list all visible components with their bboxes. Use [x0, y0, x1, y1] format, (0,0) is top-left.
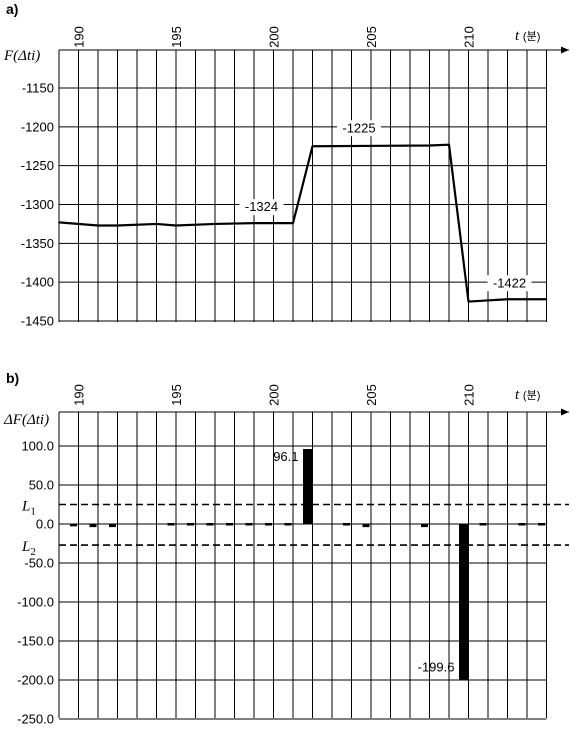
bar	[187, 523, 194, 526]
x-tick-label: 205	[364, 384, 379, 406]
y-tick-label: 0.0	[36, 517, 54, 532]
x-axis-arrowhead	[561, 47, 569, 54]
y-tick-label: -250.0	[17, 712, 54, 727]
data-point	[507, 298, 509, 300]
series-line	[59, 145, 547, 302]
y-tick-label: -1350	[21, 236, 54, 251]
data-point	[117, 225, 119, 227]
data-point	[292, 222, 294, 224]
x-tick-label: 210	[462, 384, 477, 406]
data-label: 96.1	[273, 449, 298, 464]
y-tick-label: -1400	[21, 275, 54, 290]
y-axis-label: F(Δti)	[3, 48, 40, 64]
x-tick-label: 200	[267, 26, 282, 48]
y-tick-label: -50.0	[24, 556, 54, 571]
x-tick-label: 190	[72, 384, 87, 406]
bar	[363, 524, 370, 527]
bar	[226, 523, 233, 526]
bar	[168, 523, 175, 526]
bar	[421, 524, 428, 527]
y-tick-label: -1450	[21, 314, 54, 329]
x-axis-label: t (분)	[515, 387, 540, 403]
bar	[265, 523, 272, 526]
data-point	[448, 144, 450, 146]
bar	[109, 524, 116, 527]
data-label: -1324	[245, 199, 278, 214]
y-tick-label: 100.0	[21, 439, 54, 454]
data-point	[97, 225, 99, 227]
panel-label: b)	[6, 370, 19, 386]
data-point	[175, 225, 177, 227]
bar	[538, 523, 545, 526]
bar	[480, 523, 487, 526]
y-tick-label: -1300	[21, 197, 54, 212]
bar	[459, 524, 468, 680]
x-tick-label: 200	[267, 384, 282, 406]
y-tick-label: -150.0	[17, 634, 54, 649]
panel-label: a)	[6, 1, 18, 17]
x-tick-label: 195	[169, 26, 184, 48]
bar	[343, 523, 350, 526]
y-tick-label: -1250	[21, 158, 54, 173]
x-axis-arrowhead	[561, 409, 569, 416]
y-tick-label: -1150	[22, 81, 54, 96]
y-tick-label: -200.0	[17, 673, 54, 688]
data-point	[429, 145, 431, 147]
x-axis-label: t (분)	[515, 28, 540, 44]
bar	[207, 523, 214, 526]
x-tick-label: 205	[364, 26, 379, 48]
x-tick-label: 190	[72, 26, 87, 48]
data-point	[468, 301, 470, 303]
bar	[519, 523, 526, 526]
x-tick-label: 195	[169, 384, 184, 406]
data-point	[253, 222, 255, 224]
bar	[246, 523, 253, 526]
y-tick-label: -100.0	[17, 595, 54, 610]
bar	[70, 524, 77, 526]
data-point	[312, 145, 314, 147]
x-tick-label: 210	[462, 26, 477, 48]
data-label: -1422	[493, 275, 526, 290]
data-point	[546, 298, 548, 300]
bar	[90, 524, 97, 527]
data-label: -199.6	[418, 660, 455, 675]
data-label: -1225	[342, 120, 375, 135]
data-point	[58, 222, 60, 224]
panel-a: a) -1150 -1200 -1250 -1300 -1350 -1400 -1450 190…	[3, 1, 569, 329]
threshold-label: L1	[21, 499, 36, 518]
y-tick-label: -1200	[21, 119, 54, 134]
data-point	[156, 223, 158, 225]
bar	[285, 523, 292, 526]
data-point	[214, 223, 216, 225]
y-tick-label: 50.0	[29, 478, 54, 493]
bar	[303, 449, 312, 524]
panel-b: b) 100.0 50.0 0.0 -50.0 -100.0 -150.0 -200.0 -25…	[3, 370, 569, 727]
y-axis-label: ΔF(Δti)	[3, 412, 49, 428]
